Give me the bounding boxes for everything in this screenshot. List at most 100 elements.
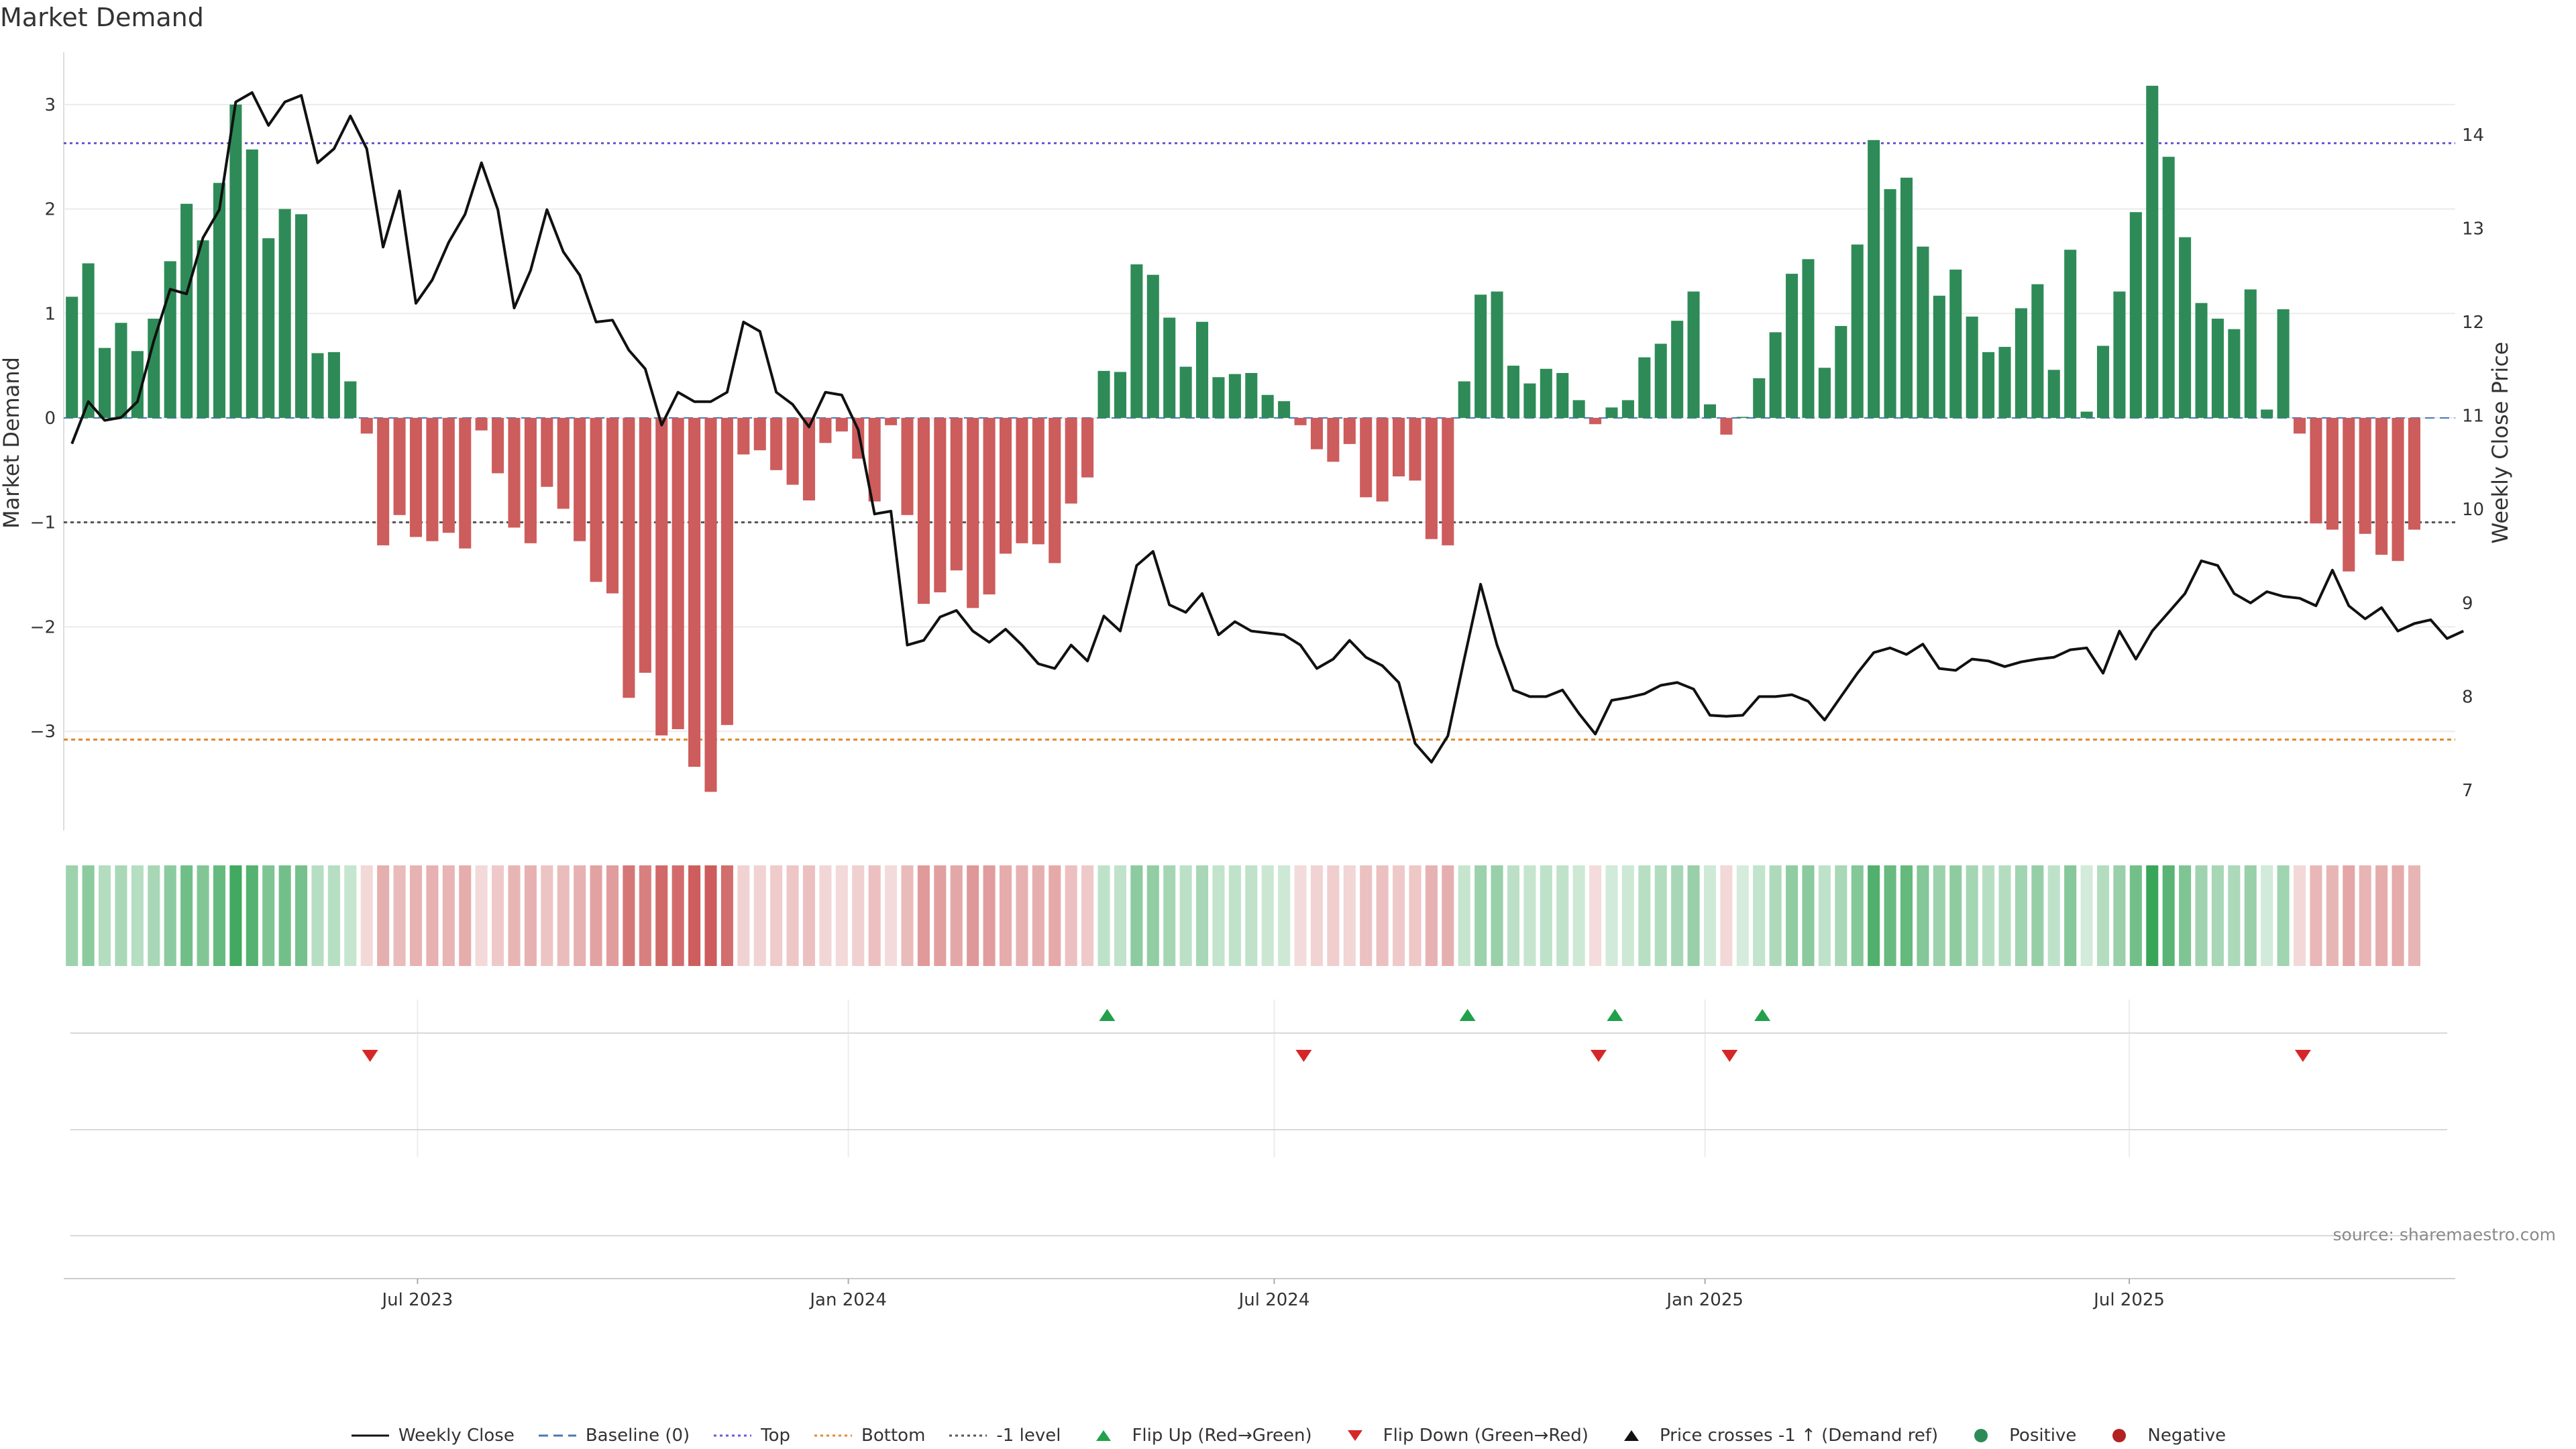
heat-cell	[720, 865, 733, 966]
heat-cell	[835, 865, 848, 966]
heat-cell	[1572, 865, 1585, 966]
demand-bar	[1949, 269, 1962, 418]
heat-cell	[2015, 865, 2027, 966]
demand-bar	[2244, 289, 2257, 418]
demand-bar	[639, 417, 651, 673]
heat-cell	[2195, 865, 2208, 966]
heat-cell	[917, 865, 930, 966]
y2-tick-label: 8	[2462, 687, 2473, 707]
demand-bar	[1097, 370, 1110, 418]
demand-bar	[524, 417, 537, 543]
heat-cell	[1900, 865, 1913, 966]
flip-down-marker	[1295, 1050, 1312, 1062]
x-tick-label: Jan 2025	[1665, 1290, 1743, 1310]
legend-weekly-close: Weekly Close	[350, 1426, 515, 1446]
demand-bar	[197, 240, 209, 418]
heat-cell	[934, 865, 947, 966]
source-note: source: sharemaestro.com	[2332, 1225, 2557, 1244]
demand-bar	[2293, 417, 2306, 434]
demand-bar	[983, 417, 996, 595]
heat-cell	[1998, 865, 2011, 966]
legend-minus1-swatch	[949, 1434, 987, 1437]
demand-bar	[2343, 417, 2355, 572]
demand-bar	[541, 417, 553, 487]
demand-bar	[180, 203, 193, 418]
heat-cell	[66, 865, 78, 966]
legend-flip-up-glyph	[1096, 1430, 1112, 1441]
demand-bar	[1572, 400, 1585, 418]
heat-cell	[180, 865, 193, 966]
demand-bar	[623, 417, 635, 698]
x-tick-label: Jul 2023	[381, 1290, 453, 1310]
heat-cell	[2343, 865, 2355, 966]
demand-bar	[360, 417, 373, 434]
demand-bar	[1261, 394, 1274, 418]
demand-bar	[1818, 368, 1831, 418]
legend-positive-glyph	[1974, 1429, 1988, 1442]
demand-bar	[82, 263, 95, 418]
demand-bar	[1638, 357, 1651, 418]
heat-cell	[1753, 865, 1766, 966]
heat-cell	[1196, 865, 1209, 966]
demand-bar	[1016, 417, 1028, 543]
demand-bar	[344, 381, 357, 418]
flip-down-marker	[2294, 1050, 2311, 1062]
demand-bar	[2408, 417, 2420, 530]
legend-flip-up-swatch	[1096, 1430, 1112, 1441]
heat-cell	[164, 865, 176, 966]
demand-bar	[1769, 332, 1782, 418]
demand-bar	[2277, 309, 2290, 418]
demand-bar	[1114, 372, 1126, 418]
demand-bar	[2310, 417, 2322, 524]
flip-up-marker	[1099, 1009, 1116, 1021]
heat-cell	[1851, 865, 1864, 966]
heat-cell	[1146, 865, 1159, 966]
demand-bar	[2129, 212, 2142, 418]
heat-cell	[1310, 865, 1323, 966]
y-tick-label: −3	[30, 722, 56, 742]
heat-cell	[2064, 865, 2077, 966]
demand-bar	[2146, 85, 2159, 418]
demand-bar	[66, 297, 78, 418]
heat-cell	[492, 865, 504, 966]
heat-cell	[524, 865, 537, 966]
heat-cell	[1081, 865, 1094, 966]
legend-minus1-label: -1 level	[996, 1426, 1061, 1446]
heat-cell	[1179, 865, 1192, 966]
demand-bar	[1556, 373, 1569, 418]
weekly-close-line-path	[70, 91, 2465, 764]
heat-cell	[508, 865, 521, 966]
demand-bar	[1196, 321, 1209, 418]
demand-bar	[459, 417, 472, 549]
demand-bar	[295, 214, 308, 418]
demand-bar	[409, 417, 423, 537]
demand-bar	[1900, 177, 1913, 418]
demand-bar	[802, 417, 816, 500]
legend-positive-swatch	[1974, 1429, 1988, 1442]
y-tick-label: −2	[30, 617, 56, 637]
heat-cell	[950, 865, 963, 966]
heat-cell	[557, 865, 570, 966]
y2-tick-label: 9	[2462, 594, 2473, 614]
demand-bar	[1130, 264, 1143, 418]
y2-tick-label: 11	[2462, 407, 2484, 427]
legend-price-cross-swatch	[1623, 1430, 1639, 1441]
demand-bar	[1442, 417, 1454, 545]
demand-bar	[1491, 291, 1503, 418]
demand-bar	[606, 417, 619, 594]
demand-bar	[99, 347, 111, 418]
demand-bar	[1982, 352, 1995, 418]
y2-tick-label: 13	[2462, 219, 2484, 239]
demand-bar	[1654, 343, 1667, 418]
flip-down-marker	[1590, 1050, 1607, 1062]
heat-cell	[475, 865, 488, 966]
legend-baseline-swatch	[538, 1434, 576, 1437]
heat-cell	[2392, 865, 2404, 966]
demand-bar	[508, 417, 521, 528]
heat-cell	[1425, 865, 1438, 966]
legend-flip-down: Flip Down (Green→Red)	[1335, 1426, 1589, 1446]
heat-cell	[704, 865, 717, 966]
demand-bar	[2211, 319, 2224, 418]
demand-bar	[557, 417, 570, 509]
heat-cell	[1343, 865, 1356, 966]
